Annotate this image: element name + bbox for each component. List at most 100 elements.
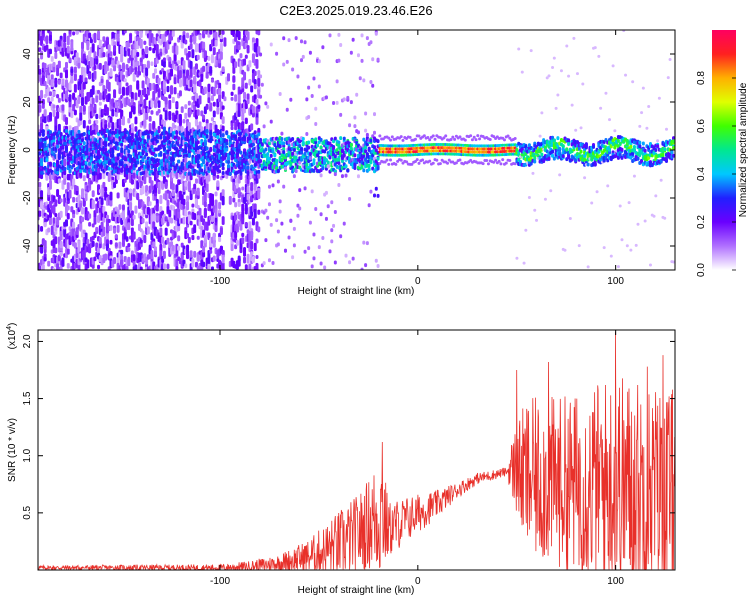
spectrogram-cell	[102, 226, 106, 234]
spectrogram-cell	[207, 174, 211, 182]
spectrogram-cell	[61, 104, 65, 111]
spectrogram-cell	[367, 163, 371, 168]
spectrogram-cell	[45, 35, 49, 45]
spectrogram-cell	[113, 227, 117, 234]
spectrogram-cell	[113, 45, 117, 52]
spectrogram-cell	[43, 109, 47, 117]
spectrogram-cell	[221, 66, 225, 73]
spectrogram-cell	[45, 44, 49, 51]
spectrogram-cell	[218, 209, 222, 214]
spectrogram-cell	[109, 51, 113, 57]
spectrogram-cell	[237, 30, 241, 41]
spectrogram-cell	[207, 55, 211, 62]
spectrogram-cell	[145, 152, 149, 157]
spectrogram-cell	[228, 171, 232, 176]
spectrogram-cell	[214, 191, 218, 197]
spectrogram-cell	[373, 112, 377, 117]
spectrogram-cell	[335, 100, 339, 105]
spectrogram-cell	[64, 147, 68, 152]
spectrogram-cell	[120, 45, 124, 55]
spectrogram-cell	[369, 189, 373, 194]
spectrogram-cell	[207, 258, 211, 264]
spectrogram-cell	[314, 122, 318, 127]
spectrogram-cell	[209, 30, 213, 35]
spectrogram-cell	[260, 82, 264, 87]
spectrogram-cell	[164, 181, 168, 190]
spectrogram-cell	[209, 147, 213, 152]
spectrogram-cell	[54, 236, 58, 245]
spectrogram-cell	[77, 244, 81, 254]
spectrogram-cell	[337, 157, 341, 162]
spectrogram-cell	[303, 40, 307, 45]
spectrogram-cell	[241, 237, 245, 245]
spectrogram-cell	[373, 193, 377, 198]
spectrogram-cell	[102, 52, 106, 58]
spectrogram-cell	[209, 65, 213, 72]
spectrogram-cell	[255, 254, 259, 259]
spectrogram-cell	[305, 162, 309, 167]
spectrogram-cell	[162, 61, 166, 68]
spectrogram-cell	[312, 232, 316, 237]
spectrogram-cell	[139, 38, 143, 49]
spectrogram-cell	[221, 105, 225, 110]
spectrogram-cell	[332, 101, 336, 106]
spectrogram-cell	[214, 39, 218, 47]
spectrogram-cell	[280, 131, 284, 136]
spectrogram-cell	[91, 85, 95, 95]
spectrogram-cell	[95, 124, 99, 135]
spectrogram-cell	[184, 181, 188, 187]
spectrogram-cell	[221, 162, 225, 167]
spectrogram-cell	[134, 264, 138, 270]
spectrogram-cell	[159, 227, 163, 236]
spectrogram-cell	[61, 78, 65, 83]
spectrogram-cell	[339, 42, 343, 47]
spectrogram-cell	[66, 45, 70, 54]
spectrogram-cell	[79, 112, 83, 121]
spectrogram-cell	[127, 149, 131, 154]
spectrogram-cell	[332, 223, 336, 228]
spectrogram-cell	[38, 210, 42, 217]
spectrogram-cell	[81, 30, 85, 33]
spectrogram-cell	[303, 151, 307, 156]
spectrogram-cell	[59, 251, 63, 257]
spectrogram-cell	[340, 174, 344, 179]
spectrogram-cell	[38, 132, 42, 137]
spectrogram-cell	[125, 82, 129, 87]
spectrogram-cell	[207, 97, 211, 104]
spectrogram-cell	[43, 221, 47, 228]
spectrogram-cell	[191, 234, 195, 241]
spectrogram-cell	[307, 85, 311, 90]
spectrogram-cell	[152, 72, 156, 79]
spectrogram-cell	[73, 73, 77, 81]
spectrogram-cell	[127, 222, 131, 231]
spectrogram-cell	[376, 57, 380, 62]
spectrogram-cell	[129, 111, 133, 119]
spectrogram-cell	[330, 228, 334, 233]
spectrogram-cell	[339, 136, 343, 141]
spectrogram-cell	[91, 190, 95, 198]
spectrogram-cell	[301, 54, 305, 59]
spectrogram-cell	[52, 204, 56, 215]
spectrogram-cell	[342, 136, 346, 141]
spectrogram-cell	[253, 184, 257, 191]
spectrogram-cell	[257, 132, 261, 137]
spectrogram-cell	[105, 223, 109, 234]
spectrogram-cell	[48, 162, 52, 167]
spectrogram-cell	[310, 189, 314, 194]
spectrogram-cell	[369, 80, 373, 85]
spectrogram-cell	[376, 139, 380, 144]
spectrogram-cell	[136, 51, 140, 57]
spectrogram-cell	[109, 239, 113, 245]
spectrogram-cell	[59, 198, 63, 203]
spectrogram-cell	[184, 112, 188, 119]
spectrogram-cell	[139, 30, 143, 38]
spectrogram-cell	[184, 104, 188, 110]
spectrogram-cell	[323, 265, 327, 270]
spectrogram-cell	[57, 97, 61, 103]
spectrogram-cell	[210, 117, 214, 122]
spectrogram-cell	[70, 185, 74, 190]
spectrogram-cell	[243, 247, 247, 257]
spectrogram-cell	[321, 235, 325, 240]
spectrogram-cell	[308, 220, 312, 225]
spectrogram-cell	[64, 116, 68, 125]
